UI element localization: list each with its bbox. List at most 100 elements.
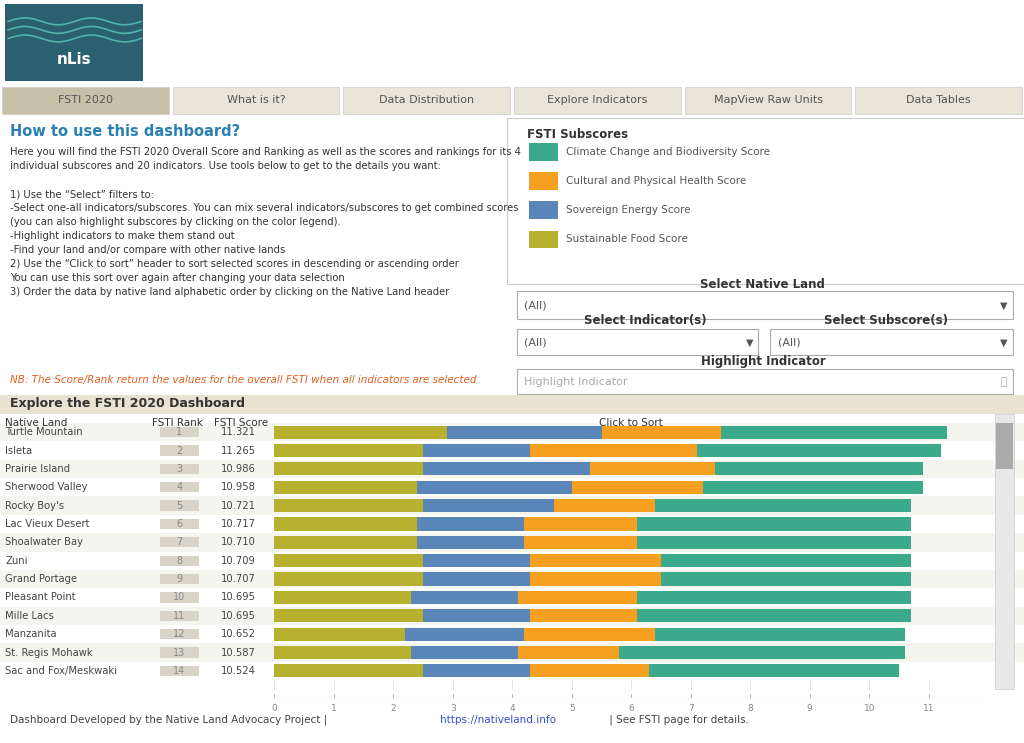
FancyBboxPatch shape xyxy=(696,444,941,457)
FancyBboxPatch shape xyxy=(530,554,662,568)
Text: 10.721: 10.721 xyxy=(221,501,256,510)
Text: 4: 4 xyxy=(176,482,182,493)
Text: Isleta: Isleta xyxy=(5,446,32,455)
Text: Select Subscore(s): Select Subscore(s) xyxy=(823,314,948,327)
Text: ⌕: ⌕ xyxy=(1001,377,1008,387)
FancyBboxPatch shape xyxy=(0,643,1024,662)
Text: 10.695: 10.695 xyxy=(221,592,256,603)
Text: 11: 11 xyxy=(173,611,185,621)
FancyBboxPatch shape xyxy=(423,462,590,476)
Text: 8: 8 xyxy=(176,556,182,565)
FancyBboxPatch shape xyxy=(412,591,518,604)
FancyBboxPatch shape xyxy=(5,4,143,81)
FancyBboxPatch shape xyxy=(662,572,910,585)
Text: Explore Indicators: Explore Indicators xyxy=(547,94,647,105)
Text: 2: 2 xyxy=(176,446,182,455)
Text: 7: 7 xyxy=(176,537,182,548)
FancyBboxPatch shape xyxy=(274,536,417,549)
FancyBboxPatch shape xyxy=(274,628,406,640)
Text: 4: 4 xyxy=(510,704,515,713)
Text: 10.587: 10.587 xyxy=(221,647,256,658)
FancyBboxPatch shape xyxy=(274,554,423,568)
Text: 5: 5 xyxy=(176,501,182,510)
Text: 3: 3 xyxy=(176,464,182,474)
Text: Turtle Mountain: Turtle Mountain xyxy=(5,427,83,437)
Text: MapView Raw Units: MapView Raw Units xyxy=(714,94,822,105)
Text: Sustainable Food Score: Sustainable Food Score xyxy=(566,234,688,244)
FancyBboxPatch shape xyxy=(0,625,1024,643)
Text: 10: 10 xyxy=(863,704,874,713)
FancyBboxPatch shape xyxy=(637,517,910,531)
FancyBboxPatch shape xyxy=(514,87,681,114)
Text: nLis: nLis xyxy=(56,52,91,68)
Text: FSTI Rank: FSTI Rank xyxy=(152,418,203,428)
FancyBboxPatch shape xyxy=(529,143,558,160)
FancyBboxPatch shape xyxy=(412,646,518,659)
FancyBboxPatch shape xyxy=(0,460,1024,478)
FancyBboxPatch shape xyxy=(529,201,558,219)
Text: 10.986: 10.986 xyxy=(221,464,256,474)
Text: | See FSTI page for details.: | See FSTI page for details. xyxy=(606,715,750,725)
Text: ▼: ▼ xyxy=(1000,300,1008,311)
Text: Here you will find the FSTI 2020 Overall Score and Ranking as well as the scores: Here you will find the FSTI 2020 Overall… xyxy=(10,147,521,297)
Text: Mille Lacs: Mille Lacs xyxy=(5,611,54,621)
FancyBboxPatch shape xyxy=(590,462,715,476)
FancyBboxPatch shape xyxy=(274,664,423,678)
Text: Native Land: Native Land xyxy=(5,418,68,428)
FancyBboxPatch shape xyxy=(637,591,910,604)
FancyBboxPatch shape xyxy=(637,536,910,549)
FancyBboxPatch shape xyxy=(417,536,524,549)
FancyBboxPatch shape xyxy=(524,628,655,640)
FancyBboxPatch shape xyxy=(637,609,910,623)
FancyBboxPatch shape xyxy=(0,662,1024,680)
Text: https://nativeland.info: https://nativeland.info xyxy=(440,715,556,725)
Text: 1: 1 xyxy=(331,704,337,713)
FancyBboxPatch shape xyxy=(423,609,530,623)
Text: Climate Change and Biodiversity Score: Climate Change and Biodiversity Score xyxy=(566,147,770,157)
FancyBboxPatch shape xyxy=(529,172,558,189)
FancyBboxPatch shape xyxy=(554,499,655,512)
FancyBboxPatch shape xyxy=(406,628,524,640)
FancyBboxPatch shape xyxy=(530,572,662,585)
FancyBboxPatch shape xyxy=(160,464,199,474)
FancyBboxPatch shape xyxy=(160,556,199,566)
Text: 14: 14 xyxy=(173,666,185,676)
FancyBboxPatch shape xyxy=(274,426,446,439)
Text: Explore the FSTI 2020 Dashboard: Explore the FSTI 2020 Dashboard xyxy=(10,398,245,410)
FancyBboxPatch shape xyxy=(417,481,571,494)
FancyBboxPatch shape xyxy=(524,536,637,549)
FancyBboxPatch shape xyxy=(274,646,412,659)
Text: FSTI 2020: FSTI 2020 xyxy=(57,94,113,105)
Text: Select Native Land: Select Native Land xyxy=(700,278,825,291)
FancyBboxPatch shape xyxy=(160,592,199,603)
Text: Grand Portage: Grand Portage xyxy=(5,574,77,584)
Text: 7: 7 xyxy=(688,704,693,713)
Text: Select Indicator(s): Select Indicator(s) xyxy=(584,314,707,327)
Text: 10.710: 10.710 xyxy=(221,537,256,548)
Text: FSTI Subscores: FSTI Subscores xyxy=(527,128,629,141)
FancyBboxPatch shape xyxy=(446,426,601,439)
FancyBboxPatch shape xyxy=(160,501,199,510)
FancyBboxPatch shape xyxy=(507,118,1024,285)
FancyBboxPatch shape xyxy=(530,609,637,623)
FancyBboxPatch shape xyxy=(274,609,423,623)
FancyBboxPatch shape xyxy=(0,441,1024,460)
Text: Prairie Island: Prairie Island xyxy=(5,464,71,474)
FancyBboxPatch shape xyxy=(160,629,199,639)
FancyBboxPatch shape xyxy=(0,570,1024,588)
Text: 6: 6 xyxy=(629,704,634,713)
FancyBboxPatch shape xyxy=(160,519,199,529)
Text: Food-System Transition Index 2020: Food-System Transition Index 2020 xyxy=(307,16,860,44)
FancyBboxPatch shape xyxy=(160,445,199,455)
Text: 11: 11 xyxy=(923,704,935,713)
Text: Highlight Indicator: Highlight Indicator xyxy=(524,377,628,387)
Text: 2: 2 xyxy=(390,704,396,713)
Text: Pleasant Point: Pleasant Point xyxy=(5,592,76,603)
Text: Shoalwater Bay: Shoalwater Bay xyxy=(5,537,83,548)
Text: 10: 10 xyxy=(173,592,185,603)
FancyBboxPatch shape xyxy=(649,664,899,678)
Text: Lac Vieux Desert: Lac Vieux Desert xyxy=(5,519,90,529)
FancyBboxPatch shape xyxy=(160,611,199,621)
Text: 8: 8 xyxy=(748,704,753,713)
FancyBboxPatch shape xyxy=(655,628,905,640)
